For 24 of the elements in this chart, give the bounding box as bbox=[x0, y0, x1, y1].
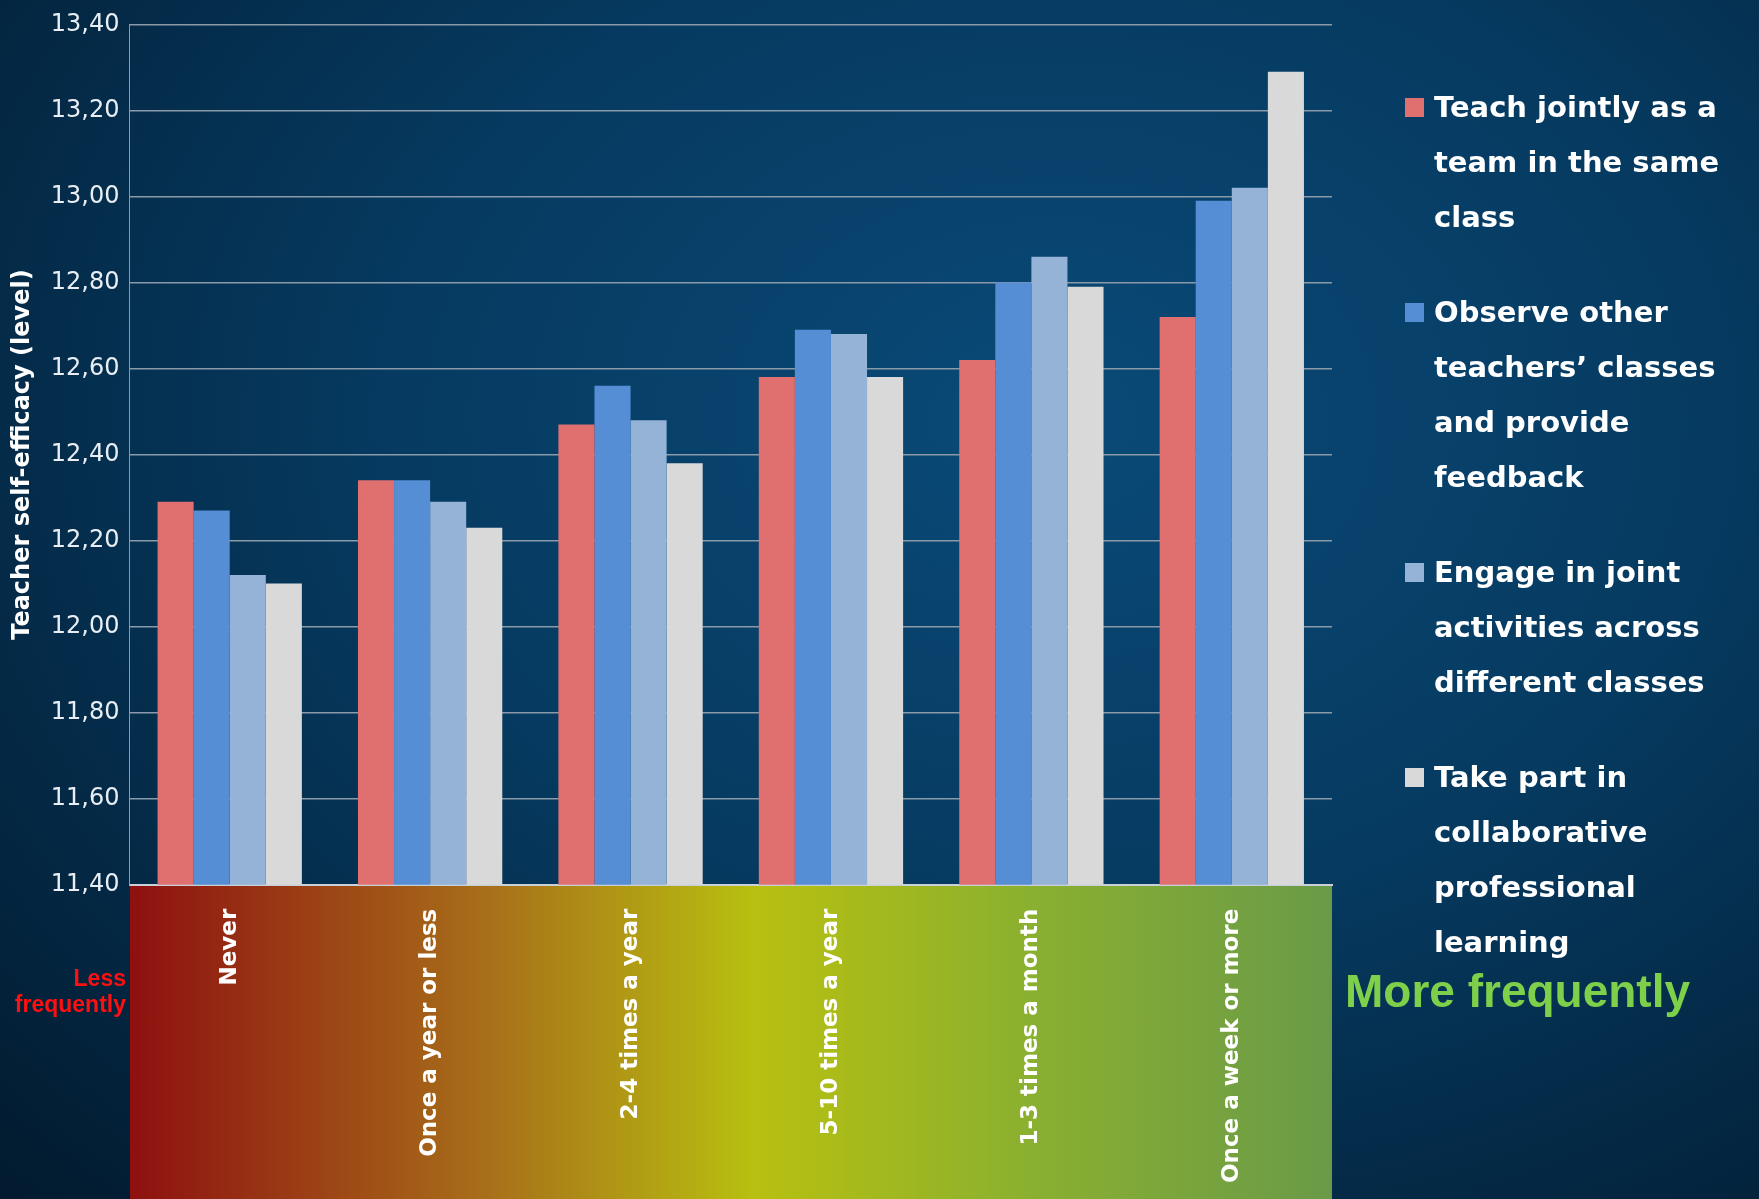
legend-label: Engage in joint activities across different classes bbox=[1434, 554, 1706, 701]
text: More frequently bbox=[1345, 965, 1691, 1018]
y-tick-label: 11,40 bbox=[50, 868, 120, 897]
y-tick-label: 12,40 bbox=[50, 438, 120, 467]
x-tick-label: Once a week or more bbox=[1216, 908, 1243, 1184]
y-tick-label: 12,20 bbox=[50, 524, 120, 553]
y-axis-title: Teacher self-efficacy (level) bbox=[6, 269, 35, 640]
y-tick-label: 12,80 bbox=[50, 266, 120, 295]
y-tick-label: 13,00 bbox=[50, 180, 120, 209]
y-tick-label: 12,60 bbox=[50, 352, 120, 381]
y-tick-label: 11,60 bbox=[50, 782, 120, 811]
legend-label: Teach jointly as a team in the same class bbox=[1434, 89, 1721, 236]
y-tick-label: 12,00 bbox=[50, 610, 120, 639]
text: Less frequently bbox=[13, 965, 126, 1018]
x-tick-label: 2-4 times a year bbox=[615, 908, 642, 1120]
x-tick-label: Once a year or less bbox=[415, 908, 442, 1157]
x-tick-label: 1-3 times a month bbox=[1016, 908, 1043, 1146]
x-tick-label: Never bbox=[214, 908, 241, 986]
y-tick-label: 13,40 bbox=[50, 8, 120, 37]
legend-label: Take part in collaborative professional learning bbox=[1434, 760, 1648, 959]
x-tick-label: 5-10 times a year bbox=[815, 908, 842, 1136]
y-tick-label: 11,80 bbox=[50, 696, 120, 725]
legend-label: Observe other teachers’ classes and provide feedback bbox=[1434, 294, 1717, 496]
y-tick-label: 13,20 bbox=[50, 94, 120, 123]
